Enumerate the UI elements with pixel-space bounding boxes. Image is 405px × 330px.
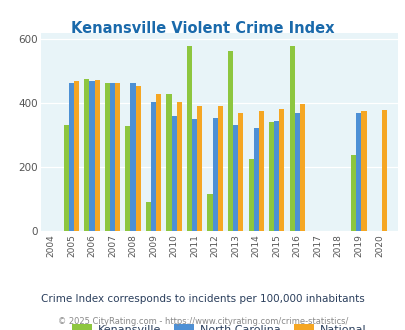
Bar (186, 46, 192, 231)
Bar (294, 113, 299, 231)
Bar (166, 94, 171, 231)
Bar (125, 126, 130, 231)
Bar (279, 109, 284, 231)
Bar (360, 111, 366, 231)
Bar (192, 119, 197, 231)
Bar (110, 83, 115, 231)
Text: © 2025 CityRating.com - https://www.cityrating.com/crime-statistics/: © 2025 CityRating.com - https://www.city… (58, 317, 347, 326)
Text: Kenansville Violent Crime Index: Kenansville Violent Crime Index (71, 21, 334, 36)
Bar (145, 202, 151, 231)
Bar (64, 125, 69, 231)
Text: Crime Index corresponds to incidents per 100,000 inhabitants: Crime Index corresponds to incidents per… (41, 294, 364, 304)
Bar (207, 194, 212, 231)
Bar (212, 118, 217, 231)
Bar (253, 128, 258, 231)
Bar (299, 104, 304, 231)
Bar (84, 79, 89, 231)
Bar (69, 83, 74, 231)
Bar (130, 83, 135, 231)
Bar (217, 107, 222, 231)
Legend: Kenansville, North Carolina, National: Kenansville, North Carolina, National (68, 320, 370, 330)
Bar (104, 83, 110, 231)
Bar (74, 81, 79, 231)
Bar (151, 102, 156, 231)
Bar (289, 47, 294, 231)
Bar (89, 81, 94, 231)
Bar (94, 80, 99, 231)
Bar (269, 122, 273, 231)
Bar (232, 125, 238, 231)
Bar (227, 50, 232, 231)
Bar (176, 102, 181, 231)
Bar (171, 116, 176, 231)
Bar (356, 113, 360, 231)
Bar (238, 114, 243, 231)
Bar (350, 155, 356, 231)
Bar (135, 86, 141, 231)
Bar (197, 107, 202, 231)
Bar (273, 120, 279, 231)
Bar (258, 111, 263, 231)
Bar (156, 94, 161, 231)
Bar (381, 110, 386, 231)
Bar (115, 83, 120, 231)
Bar (248, 159, 253, 231)
